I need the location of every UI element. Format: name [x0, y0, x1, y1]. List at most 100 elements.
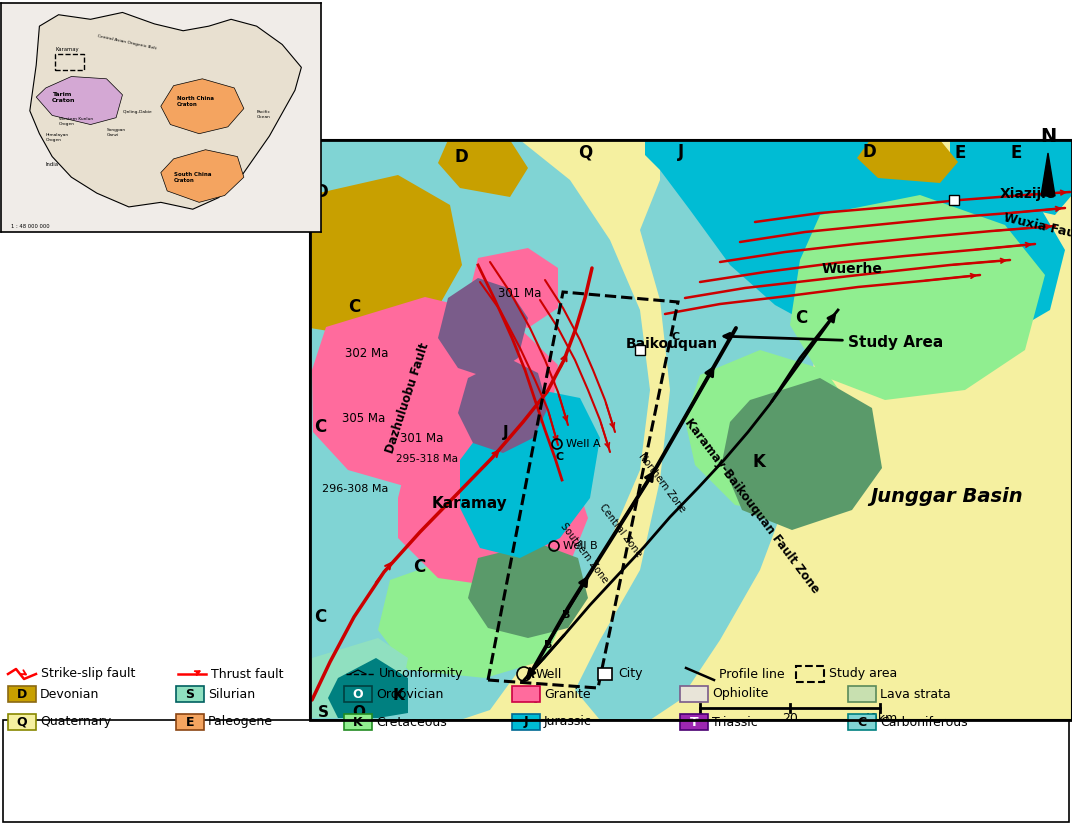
Text: Thrust fault: Thrust fault	[211, 667, 283, 681]
Text: 295-318 Ma: 295-318 Ma	[396, 454, 458, 464]
Text: Q: Q	[17, 715, 27, 728]
Text: D: D	[314, 183, 328, 201]
Text: Pacific
Ocean: Pacific Ocean	[256, 110, 270, 119]
Text: C: C	[314, 418, 326, 436]
Text: N: N	[1040, 127, 1056, 146]
Text: Songpan
Ganzi: Songpan Ganzi	[106, 128, 125, 137]
Text: C: C	[795, 309, 807, 327]
Text: A: A	[526, 670, 535, 680]
Text: B: B	[544, 640, 552, 650]
Polygon shape	[645, 140, 1064, 355]
Text: 0: 0	[696, 712, 704, 725]
Text: Triassic: Triassic	[712, 715, 758, 728]
Text: Wuxia Fault Zone: Wuxia Fault Zone	[1002, 211, 1072, 251]
Bar	[3, 720, 1069, 822]
Text: Northern Zone: Northern Zone	[636, 451, 687, 514]
Text: Profile line: Profile line	[719, 667, 785, 681]
Text: 20: 20	[783, 712, 798, 725]
Text: Karamay: Karamay	[432, 496, 508, 511]
Text: Q: Q	[578, 143, 592, 161]
Text: Ophiolite: Ophiolite	[712, 687, 769, 700]
Polygon shape	[378, 550, 565, 678]
Text: D: D	[17, 687, 27, 700]
Text: Well: Well	[536, 667, 563, 681]
Text: Central Zone: Central Zone	[597, 502, 643, 559]
Text: K: K	[393, 688, 405, 703]
Polygon shape	[790, 195, 1045, 400]
Text: Tarim
Craton: Tarim Craton	[53, 92, 76, 103]
Text: Strike-slip fault: Strike-slip fault	[41, 667, 135, 681]
Text: E: E	[954, 144, 966, 162]
Polygon shape	[458, 358, 548, 453]
Bar	[8, 714, 36, 730]
Bar	[848, 686, 876, 702]
Text: C: C	[672, 332, 680, 342]
Bar	[56, 53, 84, 70]
Bar	[344, 686, 372, 702]
Polygon shape	[30, 12, 301, 209]
Bar	[635, 345, 645, 355]
Text: J: J	[678, 143, 684, 161]
Text: 40km: 40km	[862, 712, 897, 725]
Polygon shape	[950, 140, 1072, 215]
Bar	[680, 714, 708, 730]
Polygon shape	[161, 79, 243, 133]
Bar	[512, 714, 540, 730]
Bar	[949, 195, 959, 205]
Text: Paleogene: Paleogene	[208, 715, 273, 728]
Text: Junggar Basin: Junggar Basin	[870, 487, 1023, 506]
Text: E: E	[1010, 144, 1022, 162]
Bar	[848, 714, 876, 730]
Text: C: C	[413, 558, 426, 576]
Polygon shape	[36, 77, 122, 124]
Text: Cretaceous: Cretaceous	[376, 715, 447, 728]
Polygon shape	[312, 638, 408, 718]
Text: 302 Ma: 302 Ma	[345, 347, 388, 360]
Bar	[8, 686, 36, 702]
Text: D: D	[862, 143, 876, 161]
Text: North China
Craton: North China Craton	[177, 96, 213, 107]
Text: J: J	[503, 425, 508, 440]
Bar	[176, 714, 204, 730]
Bar	[310, 140, 1072, 720]
Text: Baikouquan: Baikouquan	[626, 337, 718, 351]
Text: Well A: Well A	[566, 439, 600, 449]
Text: Quaternary: Quaternary	[40, 715, 111, 728]
Text: Central Asian Orogenic Belt: Central Asian Orogenic Belt	[96, 34, 157, 50]
Text: 305 Ma: 305 Ma	[342, 412, 385, 425]
Polygon shape	[161, 150, 243, 202]
Polygon shape	[1041, 153, 1055, 196]
Polygon shape	[310, 140, 650, 720]
Polygon shape	[468, 543, 589, 638]
Text: E: E	[185, 715, 194, 728]
Text: Himalayan
Orogen: Himalayan Orogen	[46, 133, 69, 142]
Bar	[680, 686, 708, 702]
Text: K: K	[753, 453, 765, 471]
Text: O: O	[353, 687, 363, 700]
Text: S: S	[318, 705, 329, 720]
Bar	[796, 666, 824, 682]
Text: K: K	[353, 715, 362, 728]
Polygon shape	[310, 175, 462, 338]
Text: India: India	[46, 162, 59, 167]
Bar	[344, 714, 372, 730]
Bar	[598, 668, 612, 680]
Text: Dazhuluobu Fault: Dazhuluobu Fault	[383, 342, 431, 455]
Text: C: C	[858, 715, 866, 728]
Polygon shape	[468, 248, 559, 328]
Text: Ordovician: Ordovician	[376, 687, 444, 700]
Bar	[176, 686, 204, 702]
Polygon shape	[685, 350, 860, 515]
Text: 296-308 Ma: 296-308 Ma	[322, 484, 388, 494]
Text: Granite: Granite	[544, 687, 591, 700]
Text: D: D	[455, 148, 467, 166]
Text: 301 Ma: 301 Ma	[498, 287, 541, 300]
Bar	[512, 686, 540, 702]
Polygon shape	[312, 297, 559, 490]
Polygon shape	[398, 438, 589, 588]
Text: Southern Zone: Southern Zone	[559, 521, 610, 585]
Polygon shape	[328, 658, 408, 718]
Text: Study Area: Study Area	[724, 333, 943, 350]
Text: C: C	[348, 298, 360, 316]
Text: B: B	[562, 610, 570, 620]
